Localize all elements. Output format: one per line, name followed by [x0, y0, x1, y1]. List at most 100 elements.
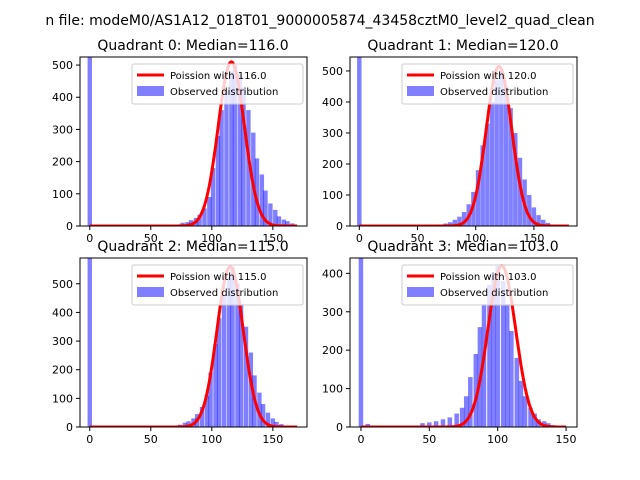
histogram-bar: [210, 168, 216, 226]
histogram-bar: [459, 407, 465, 427]
axes-frame: [79, 257, 308, 428]
legend: Poission with 116.0 Observed distribution: [131, 63, 304, 105]
x-tick-label: 100: [201, 433, 222, 446]
histogram-bar: [243, 326, 249, 427]
y-tick-label: 100: [322, 383, 343, 396]
legend-label-observed: Observed distribution: [170, 87, 278, 98]
histogram-bar: [248, 352, 254, 427]
histogram-bar: [494, 80, 499, 226]
histogram-bar: [518, 380, 524, 427]
y-tick-label: 200: [322, 158, 343, 171]
y-tick-label: 0: [336, 220, 343, 233]
histogram-bar: [475, 170, 481, 226]
histogram-bar-zero: [87, 258, 92, 427]
legend: Poission with 103.0 Observed distribution: [401, 264, 574, 306]
x-tick-label: 0: [357, 433, 364, 446]
x-tick-label: 50: [144, 232, 158, 245]
histogram-bar-zero: [358, 258, 364, 427]
y-tick-label: 300: [52, 123, 73, 136]
legend-label-observed: Observed distribution: [440, 87, 548, 98]
y-tick-label: 200: [52, 364, 73, 377]
histogram-bar: [457, 216, 462, 226]
histogram-bar: [487, 284, 492, 427]
histogram-bar: [268, 203, 273, 226]
histogram-bar: [503, 86, 509, 226]
histogram-bar: [527, 194, 532, 226]
figure-suptitle: n file: modeM0/AS1A12_018T01_9000005874_…: [45, 13, 594, 29]
histogram-bar: [265, 412, 271, 427]
histogram-bar: [230, 266, 235, 427]
histogram-bar: [276, 216, 282, 226]
histogram-bar-zero: [87, 57, 92, 226]
histogram-bar: [216, 318, 222, 427]
subplot-title-2: Quadrant 2: Median=115.0: [97, 239, 288, 255]
poisson-curve: [360, 264, 567, 427]
y-tick-label: 0: [66, 421, 73, 434]
legend-label-observed: Observed distribution: [440, 288, 548, 299]
histogram-bar: [246, 110, 251, 226]
histogram-bar: [514, 357, 520, 427]
y-tick-label: 500: [52, 59, 73, 72]
histogram-bar: [263, 190, 268, 226]
axes-frame: [349, 56, 578, 227]
legend-bar-swatch: [407, 86, 434, 96]
legend: Poission with 115.0 Observed distribution: [131, 264, 304, 306]
x-tick-label: 150: [262, 232, 283, 245]
x-tick-label: 0: [356, 232, 363, 245]
subplot-title-3: Quadrant 3: Median=103.0: [367, 239, 558, 255]
histogram-bar: [536, 215, 541, 226]
histogram-bar: [274, 421, 279, 427]
histogram-bar: [528, 407, 533, 427]
y-tick-label: 0: [336, 421, 343, 434]
histogram-bar: [259, 174, 265, 226]
poisson-curve: [89, 265, 298, 427]
histogram-bar: [281, 219, 287, 226]
x-tick-label: 50: [422, 433, 436, 446]
histogram-bar: [241, 87, 246, 226]
histogram-bar: [473, 354, 479, 427]
histogram-bar: [454, 413, 459, 427]
histogram-bar: [513, 132, 518, 226]
histogram-bar: [447, 417, 453, 427]
histogram-bar: [182, 422, 188, 427]
axes-frame: [349, 257, 578, 428]
x-tick-label: 50: [144, 433, 158, 446]
legend: Poission with 120.0 Observed distribution: [401, 63, 574, 105]
legend-bar-swatch: [407, 287, 434, 297]
histogram-bar: [273, 209, 278, 226]
poisson-curve: [359, 64, 570, 226]
histogram-bar: [224, 90, 229, 226]
histogram-bar: [532, 413, 537, 427]
y-tick-label: 500: [52, 278, 73, 291]
histogram-bar: [204, 395, 210, 427]
legend-box: [131, 63, 304, 105]
legend-label-observed: Observed distribution: [170, 288, 278, 299]
histogram-bar: [463, 396, 469, 427]
y-tick-label: 200: [52, 156, 73, 169]
x-tick-label: 150: [556, 433, 577, 446]
legend-bar-swatch: [137, 287, 164, 297]
legend-box: [131, 264, 304, 306]
x-tick-label: 100: [487, 433, 508, 446]
subplot-quadrant-2: Quadrant 2: Median=115.0 0 50 100 150 0 100 20…: [52, 239, 308, 446]
legend-label-poisson: Poission with 103.0: [440, 272, 536, 283]
x-tick-label: 50: [411, 232, 425, 245]
histogram-bar: [208, 372, 213, 427]
histogram-bar: [485, 123, 490, 226]
histogram-bar: [213, 343, 218, 427]
axes-frame: [79, 56, 308, 227]
histogram-bar: [226, 278, 232, 427]
histogram-bar: [420, 423, 425, 427]
y-tick-label: 100: [52, 188, 73, 201]
x-tick-label: 100: [201, 232, 222, 245]
histogram-bar: [202, 208, 207, 226]
histogram-bar: [489, 101, 495, 226]
histogram-bar: [254, 158, 260, 226]
y-tick-label: 400: [322, 267, 343, 280]
poisson-curve: [89, 60, 298, 226]
subplot-quadrant-3: Quadrant 3: Median=103.0 0 50 100 150 0 100 20…: [322, 239, 578, 446]
legend-box: [401, 63, 574, 105]
histogram-bar: [461, 212, 467, 226]
histogram-bar: [447, 222, 453, 226]
subplot-quadrant-0: Quadrant 0: Median=116.0 0 50 100 150 0 100 20…: [52, 38, 308, 245]
